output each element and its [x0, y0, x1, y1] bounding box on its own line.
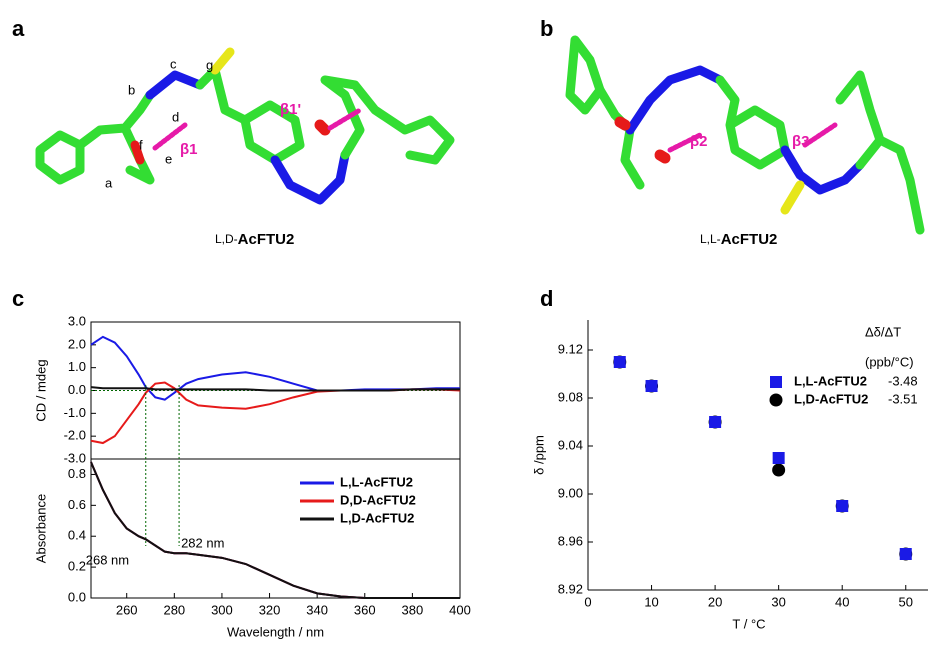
x-axis-label: T / °C: [732, 616, 765, 631]
legend-label: L,D-AcFTU2: [794, 391, 868, 406]
y-tick-label: 2.0: [68, 336, 86, 351]
x-tick-label: 10: [644, 594, 658, 609]
point: [836, 500, 848, 512]
legend-title: Δδ/ΔT: [865, 324, 901, 339]
point: [646, 380, 658, 392]
y-axis-label: CD / mdeg: [33, 359, 48, 421]
caption-name: AcFTU2: [238, 231, 295, 248]
x-tick-label: 40: [835, 594, 849, 609]
molecule-a: [40, 52, 450, 200]
annotation: 268 nm: [86, 552, 129, 567]
panel-label: b: [540, 16, 553, 41]
figure: a b c d a b c d e f g β1 β1' L,D-AcFTU2: [0, 0, 928, 645]
atom-label: b: [128, 82, 135, 97]
atom-label: d: [172, 109, 179, 124]
y-tick-label: 0.0: [68, 382, 86, 397]
bond-label: β2: [690, 133, 708, 150]
y-tick-label: 0.0: [68, 589, 86, 604]
panel-label: a: [12, 16, 25, 41]
x-tick-label: 20: [708, 594, 722, 609]
caption-prefix: L,D-: [215, 232, 238, 246]
annotation: 282 nm: [181, 535, 224, 550]
x-tick-label: 340: [306, 602, 328, 617]
y-tick-label: 3.0: [68, 313, 86, 328]
x-tick-label: 50: [899, 594, 913, 609]
y-tick-label: 8.96: [558, 533, 583, 548]
legend-label: L,L-AcFTU2: [340, 474, 413, 489]
panel-label: c: [12, 286, 24, 311]
atom-label: c: [170, 56, 177, 71]
y-tick-label: 9.00: [558, 485, 583, 500]
bond-label: β1: [180, 141, 198, 158]
y-tick-label: 0.6: [68, 497, 86, 512]
x-tick-label: 0: [584, 594, 591, 609]
point: [614, 356, 626, 368]
y-tick-label: 9.04: [558, 437, 583, 452]
legend-slope: -3.51: [888, 391, 918, 406]
bond-label: β3: [792, 133, 810, 150]
legend-marker: [770, 394, 783, 407]
bond-label: β1': [280, 101, 301, 118]
y-tick-label: 0.8: [68, 466, 86, 481]
y-tick-label: -3.0: [64, 450, 86, 465]
y-tick-label: 1.0: [68, 359, 86, 374]
x-tick-label: 380: [402, 602, 424, 617]
x-tick-label: 320: [259, 602, 281, 617]
x-tick-label: 400: [449, 602, 471, 617]
x-tick-label: 30: [771, 594, 785, 609]
legend-marker: [770, 376, 782, 388]
atom-label: e: [165, 151, 172, 166]
y-tick-label: -1.0: [64, 405, 86, 420]
caption-prefix: L,L-: [700, 232, 721, 246]
y-axis-label: Absorbance: [33, 494, 48, 563]
data-line: [91, 383, 460, 444]
y-tick-label: 9.12: [558, 341, 583, 356]
legend-slope: -3.48: [888, 373, 918, 388]
data-line: [91, 387, 460, 390]
y-tick-label: 0.2: [68, 559, 86, 574]
atom-label: a: [105, 175, 113, 190]
point: [772, 464, 785, 477]
point: [900, 548, 912, 560]
caption: L,L-AcFTU2: [700, 231, 777, 248]
y-tick-label: 0.4: [68, 528, 86, 543]
caption-name: AcFTU2: [721, 231, 778, 248]
y-tick-label: 8.92: [558, 581, 583, 596]
y-tick-label: -2.0: [64, 428, 86, 443]
y-tick-label: 9.08: [558, 389, 583, 404]
point: [709, 416, 721, 428]
x-axis-label: Wavelength / nm: [227, 624, 324, 639]
panel-label: d: [540, 286, 553, 311]
legend-label: L,D-AcFTU2: [340, 510, 414, 525]
x-tick-label: 360: [354, 602, 376, 617]
caption: L,D-AcFTU2: [215, 231, 294, 248]
x-tick-label: 260: [116, 602, 138, 617]
x-tick-label: 280: [163, 602, 185, 617]
atom-label: g: [206, 57, 213, 72]
y-axis-label: δ /ppm: [531, 435, 546, 475]
legend-label: D,D-AcFTU2: [340, 492, 416, 507]
legend-label: L,L-AcFTU2: [794, 373, 867, 388]
molecule-b: [570, 40, 920, 230]
atom-label: f: [139, 137, 143, 152]
point: [773, 452, 785, 464]
legend-unit: (ppb/°C): [865, 354, 914, 369]
x-tick-label: 300: [211, 602, 233, 617]
